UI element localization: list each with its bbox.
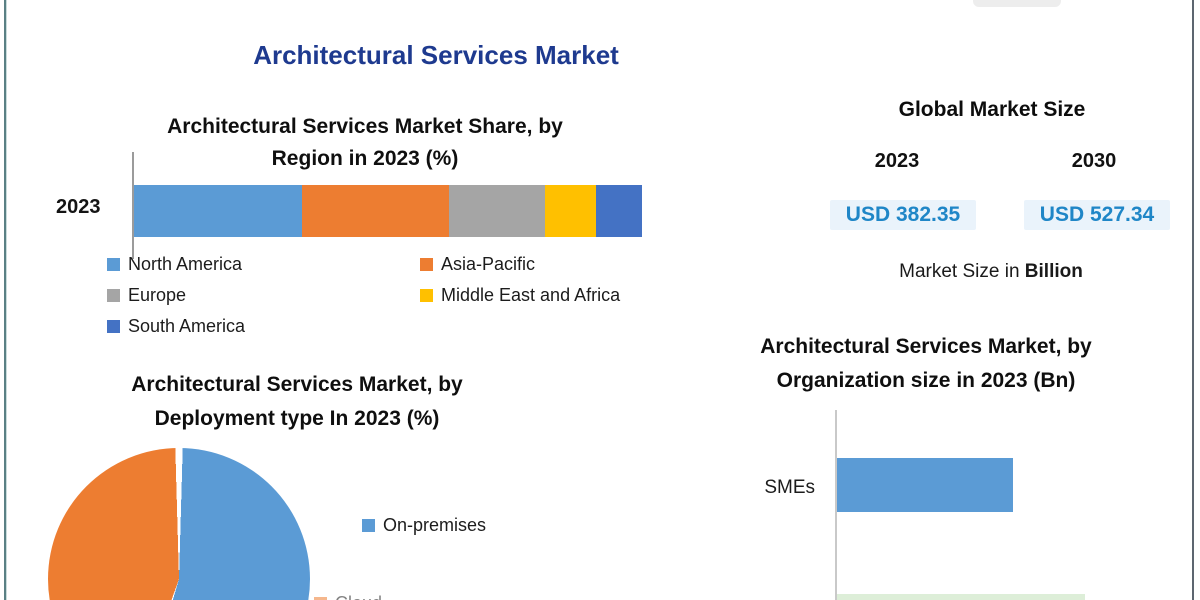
legend-label: On-premises bbox=[383, 515, 487, 535]
legend-label: Europe bbox=[128, 285, 187, 305]
org-bar-smes bbox=[837, 458, 1013, 512]
legend-item-asia-pacific: Asia-Pacific bbox=[420, 254, 535, 275]
deployment-chart-title: Architectural Services Market, by Deploy… bbox=[47, 368, 547, 436]
market-size-caption-unit: Billion bbox=[1024, 261, 1083, 282]
global-market-size-title: Global Market Size bbox=[898, 98, 1086, 121]
legend-item-on-premises: On-premises bbox=[362, 515, 486, 536]
market-size-year-2023: 2023 bbox=[874, 150, 920, 172]
market-size-caption: Market Size in Billion bbox=[841, 261, 1141, 283]
region-bar-segment bbox=[448, 185, 546, 237]
region-chart-title-line1: Architectural Services Market Share, by bbox=[167, 115, 563, 138]
legend-item-europe: Europe bbox=[107, 285, 186, 306]
market-size-year-2030: 2030 bbox=[1071, 150, 1117, 172]
region-bar-segment bbox=[301, 185, 449, 237]
middle-east-africa-swatch-icon bbox=[420, 289, 433, 302]
north-america-swatch-icon bbox=[107, 258, 120, 271]
region-axis-line bbox=[132, 152, 134, 259]
organization-category-label: SMEs bbox=[764, 477, 815, 498]
market-size-value-2030: USD 527.34 bbox=[1024, 200, 1170, 230]
legend-label: Middle East and Africa bbox=[441, 285, 621, 305]
legend-item-south-america: South America bbox=[107, 316, 245, 337]
region-bar-segment bbox=[596, 185, 642, 237]
south-america-swatch-icon bbox=[107, 320, 120, 333]
region-category-label: 2023 bbox=[56, 196, 101, 218]
on-premises-swatch-icon bbox=[362, 519, 375, 532]
legend-item-middle-east-africa: Middle East and Africa bbox=[420, 285, 620, 306]
region-chart-title-line2: Region in 2023 (%) bbox=[271, 147, 459, 170]
europe-swatch-icon bbox=[107, 289, 120, 302]
cropped-logo-hint bbox=[973, 0, 1061, 7]
deployment-chart-title-line2: Deployment type In 2023 (%) bbox=[154, 407, 440, 430]
region-bar-segment bbox=[545, 185, 597, 237]
asia-pacific-swatch-icon bbox=[420, 258, 433, 271]
market-size-caption-prefix: Market Size in bbox=[899, 261, 1025, 282]
legend-label: Asia-Pacific bbox=[441, 254, 536, 274]
organization-chart-title-line1: Architectural Services Market, by bbox=[760, 335, 1092, 358]
cloud-swatch-icon bbox=[314, 597, 327, 600]
org-bar-second-partial bbox=[837, 594, 1085, 600]
region-bar-segment bbox=[134, 185, 302, 237]
legend-label: Cloud bbox=[335, 593, 382, 600]
organization-chart-title: Architectural Services Market, by Organi… bbox=[685, 330, 1167, 398]
right-border-line bbox=[1192, 0, 1194, 600]
organization-chart-title-line2: Organization size in 2023 (Bn) bbox=[776, 369, 1076, 392]
left-border-line bbox=[4, 0, 7, 600]
deployment-pie bbox=[48, 448, 310, 600]
legend-label: South America bbox=[128, 316, 246, 336]
region-chart-title: Architectural Services Market Share, by … bbox=[115, 111, 615, 175]
legend-label: North America bbox=[128, 254, 243, 274]
page-title: Architectural Services Market bbox=[253, 40, 619, 70]
organization-axis-line bbox=[835, 410, 837, 600]
legend-item-cloud-partial: Cloud bbox=[314, 593, 382, 600]
deployment-chart-title-line1: Architectural Services Market, by bbox=[131, 373, 463, 396]
legend-item-north-america: North America bbox=[107, 254, 242, 275]
market-size-value-2023: USD 382.35 bbox=[830, 200, 976, 230]
region-stacked-bar bbox=[134, 185, 642, 237]
